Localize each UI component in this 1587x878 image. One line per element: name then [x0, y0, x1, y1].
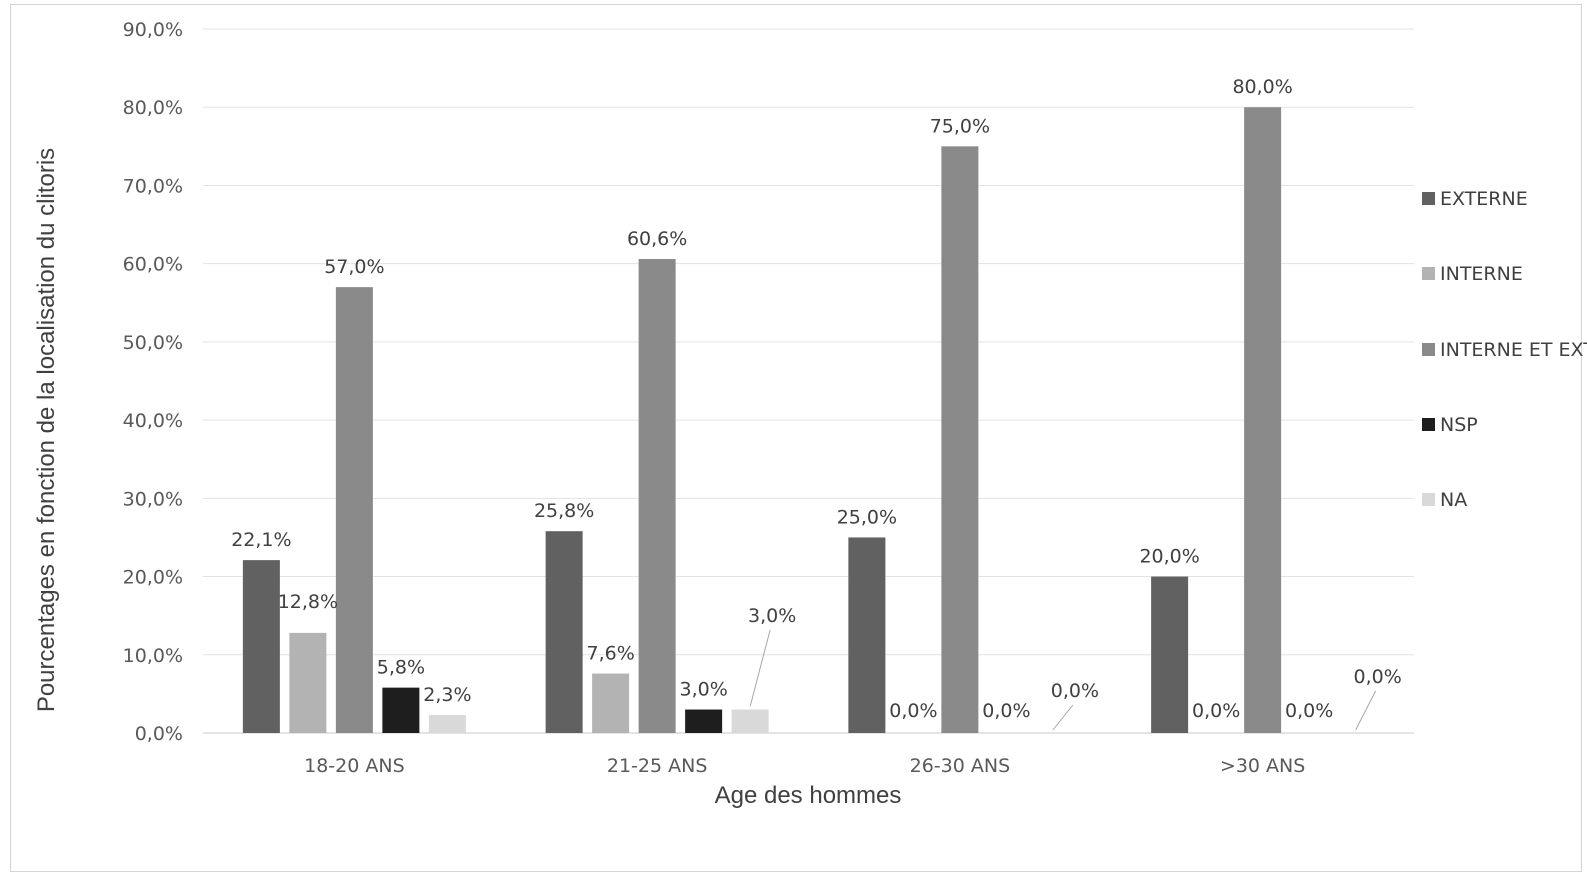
- legend-label: INTERNE ET EXTERNE: [1440, 339, 1587, 361]
- y-tick-label: 10,0%: [123, 645, 183, 667]
- y-tick-label: 40,0%: [123, 410, 183, 432]
- x-tick-label: >30 ANS: [1220, 755, 1305, 777]
- bar: [1151, 576, 1189, 733]
- bar: [1244, 107, 1282, 733]
- bar: [428, 715, 466, 733]
- data-label: 22,1%: [231, 529, 291, 551]
- y-tick-label: 80,0%: [123, 97, 183, 119]
- legend-label: INTERNE: [1440, 263, 1523, 285]
- legend-swatch: [1422, 192, 1435, 205]
- x-axis-ticks: 18-20 ANS 21-25 ANS 26-30 ANS >30 ANS: [304, 755, 1305, 777]
- leader-line: [1052, 704, 1074, 731]
- x-tick-label: 21-25 ANS: [607, 755, 708, 777]
- bar: [685, 709, 723, 733]
- y-axis-ticks: 0,0% 10,0% 20,0% 30,0% 40,0% 50,0% 60,0% 70,0% 8…: [123, 19, 183, 745]
- data-label: 2,3%: [423, 684, 471, 706]
- legend-swatch: [1422, 493, 1435, 506]
- data-label: 12,8%: [278, 591, 338, 613]
- data-label: 25,8%: [534, 500, 594, 522]
- data-label: 0,0%: [1192, 700, 1240, 722]
- data-label: 25,0%: [837, 506, 897, 528]
- y-tick-label: 70,0%: [123, 175, 183, 197]
- data-labels: 22,1% 12,8% 57,0% 5,8% 2,3% 25,8% 7,6% 60,6% 3,0…: [231, 76, 1402, 731]
- y-tick-label: 90,0%: [123, 19, 183, 41]
- gridlines: [203, 28, 1414, 734]
- bar: [848, 537, 886, 733]
- leader-line: [749, 629, 771, 707]
- data-label: 57,0%: [324, 256, 384, 278]
- bar: [545, 531, 583, 733]
- y-tick-label: 30,0%: [123, 488, 183, 510]
- data-label: 3,0%: [748, 605, 796, 627]
- data-label: 0,0%: [982, 700, 1030, 722]
- legend-label: NSP: [1440, 414, 1478, 436]
- y-tick-label: 0,0%: [135, 723, 183, 745]
- bar: [638, 258, 676, 733]
- legend-swatch: [1422, 267, 1435, 280]
- data-label: 0,0%: [1285, 700, 1333, 722]
- data-label: 7,6%: [586, 643, 634, 665]
- bar: [592, 673, 630, 733]
- x-axis-title: Age des hommes: [715, 782, 902, 809]
- bars: [242, 107, 1282, 734]
- x-tick-label: 18-20 ANS: [304, 755, 405, 777]
- bar: [335, 287, 373, 733]
- data-label: 0,0%: [1353, 666, 1401, 688]
- legend-label: NA: [1440, 489, 1467, 511]
- bar: [289, 632, 327, 733]
- y-axis-title: Pourcentages en fonction de la localisat…: [33, 148, 60, 712]
- legend-label: EXTERNE: [1440, 188, 1528, 210]
- data-label: 80,0%: [1232, 76, 1292, 98]
- bar: [382, 687, 420, 733]
- data-label: 5,8%: [377, 657, 425, 679]
- data-label: 60,6%: [627, 228, 687, 250]
- y-tick-label: 20,0%: [123, 567, 183, 589]
- leader-line: [1355, 690, 1377, 731]
- y-tick-label: 60,0%: [123, 254, 183, 276]
- data-label: 0,0%: [1051, 680, 1099, 702]
- legend-swatch: [1422, 343, 1435, 356]
- data-label: 75,0%: [930, 115, 990, 137]
- legend: EXTERNE INTERNE INTERNE ET EXTERNE NSP NA: [1422, 188, 1587, 511]
- bar: [941, 146, 979, 734]
- x-tick-label: 26-30 ANS: [910, 755, 1011, 777]
- data-label: 0,0%: [889, 700, 937, 722]
- data-label: 20,0%: [1139, 546, 1199, 568]
- bar: [242, 560, 280, 733]
- y-tick-label: 50,0%: [123, 332, 183, 354]
- bar: [731, 709, 769, 733]
- data-label: 3,0%: [679, 679, 727, 701]
- legend-swatch: [1422, 418, 1435, 431]
